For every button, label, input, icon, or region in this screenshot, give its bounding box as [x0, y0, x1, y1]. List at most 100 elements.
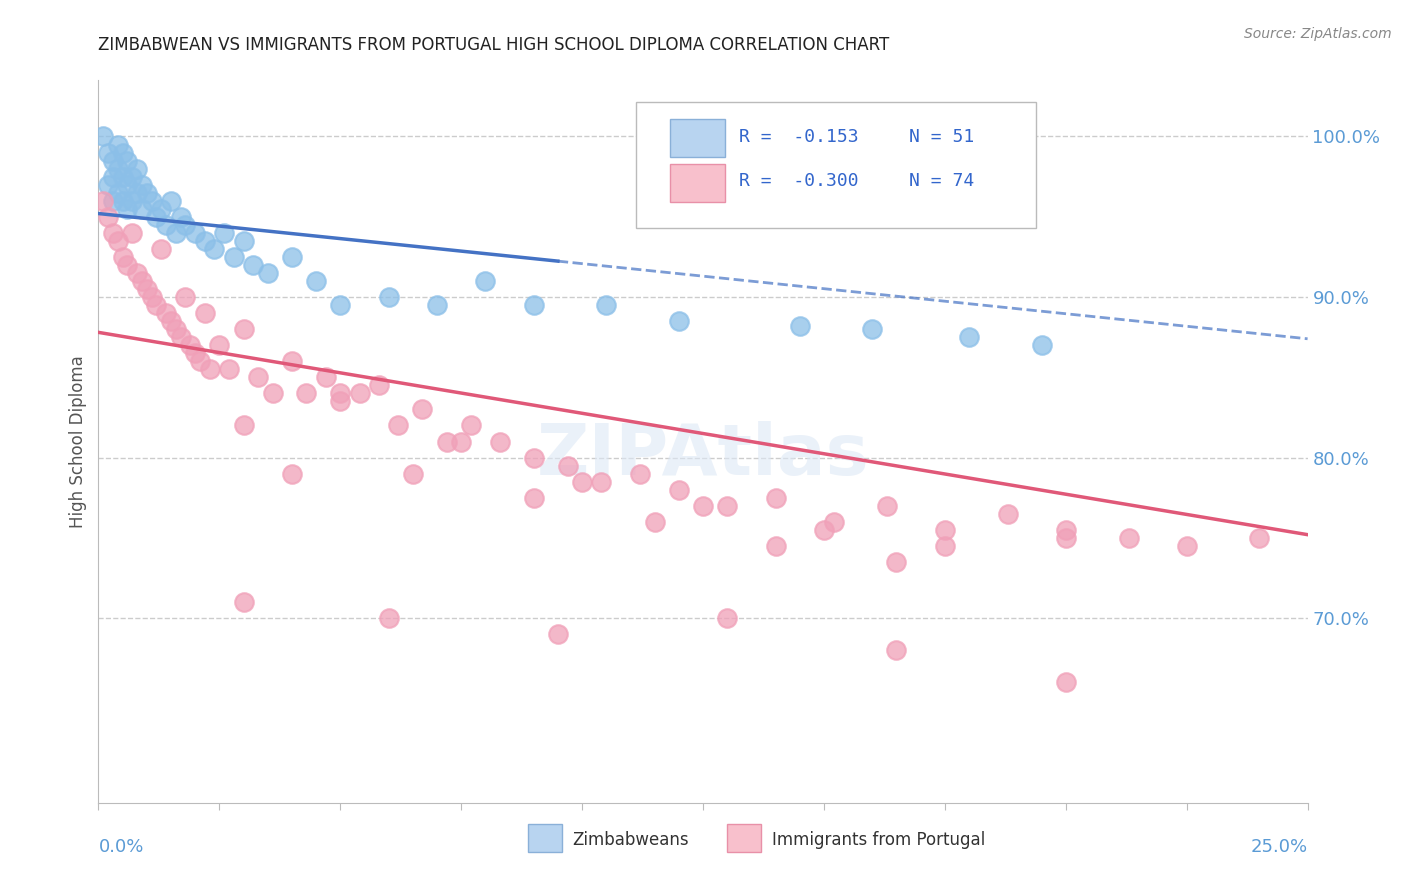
Point: [97, 178, 120, 192]
Point: [135, 282, 157, 296]
Point: [184, 226, 207, 240]
Point: [184, 346, 207, 360]
Point: [111, 194, 134, 208]
Point: [1054, 675, 1077, 690]
FancyBboxPatch shape: [637, 102, 1035, 228]
Point: [107, 234, 129, 248]
Point: [305, 274, 328, 288]
Point: [127, 266, 149, 280]
Point: [426, 298, 449, 312]
Point: [256, 266, 278, 280]
Point: [107, 161, 129, 176]
FancyBboxPatch shape: [671, 120, 724, 157]
Point: [329, 394, 352, 409]
Point: [194, 306, 217, 320]
Point: [1249, 531, 1271, 545]
FancyBboxPatch shape: [671, 164, 724, 202]
Point: [1118, 531, 1140, 545]
Point: [349, 386, 371, 401]
Point: [436, 434, 458, 449]
Text: N = 51: N = 51: [908, 128, 974, 145]
Point: [208, 338, 231, 352]
Point: [160, 194, 183, 208]
Point: [121, 169, 143, 184]
Point: [194, 234, 217, 248]
Point: [218, 362, 240, 376]
Point: [281, 250, 304, 264]
Point: [957, 330, 980, 344]
Point: [198, 362, 221, 376]
Point: [127, 186, 149, 200]
Point: [91, 129, 114, 144]
Point: [107, 186, 129, 200]
Point: [111, 250, 134, 264]
Point: [107, 137, 129, 152]
Point: [117, 258, 139, 272]
Point: [141, 194, 163, 208]
Point: [141, 290, 163, 304]
Point: [523, 298, 546, 312]
Point: [155, 306, 177, 320]
Point: [131, 202, 153, 216]
FancyBboxPatch shape: [527, 824, 561, 852]
Point: [131, 178, 153, 192]
Point: [262, 386, 284, 401]
Point: [668, 314, 690, 328]
Point: [145, 210, 167, 224]
Point: [131, 274, 153, 288]
Point: [377, 611, 399, 625]
Point: [111, 145, 134, 160]
Point: [232, 595, 254, 609]
Point: [174, 290, 197, 304]
Point: [212, 226, 235, 240]
Text: Zimbabweans: Zimbabweans: [572, 831, 689, 849]
Text: 25.0%: 25.0%: [1250, 838, 1308, 856]
Point: [789, 318, 811, 333]
Point: [692, 499, 714, 513]
Point: [101, 226, 124, 240]
Text: ZIMBABWEAN VS IMMIGRANTS FROM PORTUGAL HIGH SCHOOL DIPLOMA CORRELATION CHART: ZIMBABWEAN VS IMMIGRANTS FROM PORTUGAL H…: [98, 36, 890, 54]
Point: [716, 499, 738, 513]
Point: [489, 434, 512, 449]
Point: [117, 202, 139, 216]
Point: [295, 386, 318, 401]
Point: [232, 234, 254, 248]
Text: R =  -0.153: R = -0.153: [740, 128, 859, 145]
Point: [165, 226, 187, 240]
Point: [628, 467, 651, 481]
Point: [886, 555, 908, 569]
Text: 0.0%: 0.0%: [98, 838, 143, 856]
Text: N = 74: N = 74: [908, 172, 974, 190]
Point: [644, 515, 666, 529]
Point: [150, 202, 173, 216]
Point: [474, 274, 496, 288]
Point: [135, 186, 157, 200]
Point: [150, 242, 173, 256]
Point: [111, 169, 134, 184]
Point: [368, 378, 391, 392]
Y-axis label: High School Diploma: High School Diploma: [69, 355, 87, 528]
Point: [281, 467, 304, 481]
Point: [813, 523, 835, 537]
Point: [823, 515, 845, 529]
Point: [934, 539, 956, 553]
Point: [155, 218, 177, 232]
Point: [1054, 523, 1077, 537]
FancyBboxPatch shape: [727, 824, 761, 852]
Point: [997, 507, 1019, 521]
Text: Source: ZipAtlas.com: Source: ZipAtlas.com: [1244, 27, 1392, 41]
Point: [402, 467, 425, 481]
Point: [242, 258, 264, 272]
Point: [547, 627, 569, 641]
Point: [127, 161, 149, 176]
Text: Immigrants from Portugal: Immigrants from Portugal: [772, 831, 986, 849]
Point: [145, 298, 167, 312]
Point: [329, 386, 352, 401]
Point: [523, 491, 546, 505]
Point: [281, 354, 304, 368]
Point: [165, 322, 187, 336]
Point: [222, 250, 245, 264]
Point: [765, 539, 787, 553]
Point: [117, 178, 139, 192]
Point: [97, 145, 120, 160]
